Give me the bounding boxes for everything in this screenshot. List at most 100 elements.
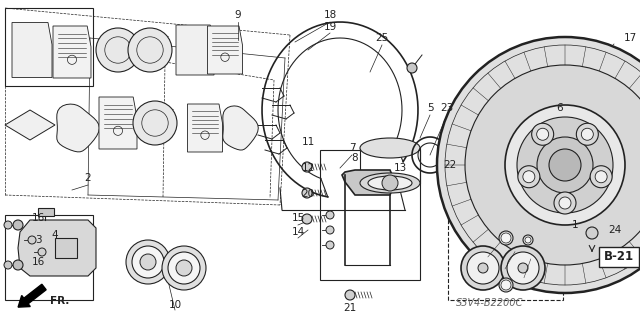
Circle shape [501, 233, 511, 243]
Text: 3: 3 [35, 235, 42, 245]
Ellipse shape [360, 173, 420, 193]
Circle shape [501, 246, 545, 290]
Polygon shape [342, 170, 395, 195]
Circle shape [581, 128, 593, 140]
Polygon shape [207, 26, 243, 74]
Circle shape [549, 149, 581, 181]
Text: 22: 22 [444, 160, 456, 170]
Text: 9: 9 [235, 10, 241, 20]
Circle shape [162, 246, 206, 290]
Circle shape [471, 171, 481, 181]
Text: 6: 6 [557, 103, 563, 113]
Circle shape [475, 143, 505, 173]
Text: 23: 23 [440, 103, 454, 113]
Polygon shape [223, 106, 259, 150]
Polygon shape [18, 220, 96, 276]
Bar [38, 208, 54, 216]
Text: 16: 16 [31, 213, 45, 223]
Circle shape [559, 197, 571, 209]
Circle shape [126, 240, 170, 284]
Circle shape [168, 252, 200, 284]
Circle shape [499, 171, 509, 181]
Text: 25: 25 [376, 33, 388, 43]
Circle shape [554, 192, 576, 214]
Circle shape [454, 177, 462, 185]
Circle shape [133, 101, 177, 145]
Circle shape [586, 227, 598, 239]
Text: 1: 1 [572, 220, 579, 230]
Polygon shape [99, 97, 137, 149]
Bar [5, 215, 93, 300]
Circle shape [326, 226, 334, 234]
Circle shape [468, 136, 512, 180]
Circle shape [505, 105, 625, 225]
Text: 24: 24 [609, 225, 621, 235]
Circle shape [407, 63, 417, 73]
Circle shape [484, 152, 496, 164]
Text: 8: 8 [352, 153, 358, 163]
Text: 17: 17 [623, 33, 637, 43]
Circle shape [140, 254, 156, 270]
Circle shape [4, 261, 12, 269]
Text: 11: 11 [301, 137, 315, 147]
Circle shape [461, 246, 505, 290]
Circle shape [382, 175, 398, 191]
Circle shape [507, 252, 539, 284]
Text: 14: 14 [291, 227, 305, 237]
Circle shape [302, 188, 312, 198]
Circle shape [577, 123, 598, 145]
Text: 10: 10 [168, 300, 182, 310]
Bar [458, 126, 522, 210]
Circle shape [467, 252, 499, 284]
Circle shape [471, 141, 481, 151]
Circle shape [38, 248, 46, 256]
Circle shape [537, 137, 593, 193]
Circle shape [517, 117, 613, 213]
Circle shape [595, 171, 607, 183]
Text: 20: 20 [301, 189, 315, 199]
Circle shape [13, 260, 23, 270]
Circle shape [302, 214, 312, 224]
Circle shape [96, 28, 140, 72]
Circle shape [132, 246, 164, 278]
Polygon shape [188, 104, 223, 152]
Bar [55, 238, 77, 258]
Bar [578, 223, 606, 243]
Bar [320, 150, 420, 280]
Text: 19: 19 [323, 22, 337, 32]
Text: 7: 7 [349, 143, 355, 153]
Bar [5, 8, 93, 86]
Text: 2: 2 [84, 173, 92, 183]
Text: 15: 15 [291, 213, 305, 223]
Text: 21: 21 [344, 303, 356, 313]
Circle shape [537, 128, 548, 140]
Text: S3V4-B2200C: S3V4-B2200C [456, 298, 524, 308]
Text: 13: 13 [394, 163, 406, 173]
Circle shape [326, 211, 334, 219]
Circle shape [523, 171, 535, 183]
Circle shape [13, 220, 23, 230]
Text: 12: 12 [301, 163, 315, 173]
Ellipse shape [360, 138, 420, 158]
Text: 5: 5 [427, 103, 433, 113]
Circle shape [590, 166, 612, 188]
Polygon shape [456, 208, 503, 228]
Circle shape [499, 278, 513, 292]
Circle shape [176, 260, 192, 276]
Polygon shape [12, 23, 52, 78]
Circle shape [499, 141, 509, 151]
FancyBboxPatch shape [599, 247, 639, 267]
Circle shape [465, 65, 640, 265]
FancyArrow shape [18, 284, 46, 307]
Ellipse shape [368, 176, 412, 190]
Text: 4: 4 [52, 230, 58, 240]
Circle shape [437, 37, 640, 293]
Text: FR.: FR. [51, 296, 70, 306]
Circle shape [478, 263, 488, 273]
Bar [448, 200, 563, 300]
Circle shape [499, 231, 513, 245]
Polygon shape [53, 26, 91, 78]
Circle shape [326, 241, 334, 249]
Circle shape [4, 221, 12, 229]
Circle shape [501, 280, 511, 290]
